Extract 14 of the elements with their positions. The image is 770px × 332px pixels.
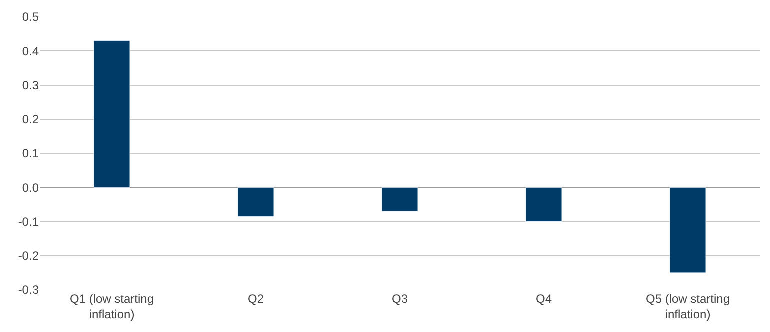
y-tick-label: -0.3 [18, 283, 40, 298]
x-tick-label: Q2 [248, 292, 264, 306]
y-tick-label: 0.1 [22, 146, 40, 161]
y-tick-label: 0.4 [22, 44, 40, 58]
y-tick-label: -0.1 [18, 214, 40, 229]
y-tick-label: 0.2 [22, 112, 40, 127]
y-tick-label: 0.5 [22, 10, 40, 24]
x-tick-label: Q4 [536, 292, 552, 306]
x-tick-label: Q3 [392, 292, 408, 306]
y-tick-label: -0.2 [18, 249, 40, 264]
x-tick-label: Q5 (low starting inflation) [646, 292, 730, 322]
y-tick-label: 0.0 [22, 180, 40, 195]
x-tick-label: Q1 (low starting inflation) [70, 292, 154, 322]
y-tick-label: 0.3 [22, 78, 40, 92]
